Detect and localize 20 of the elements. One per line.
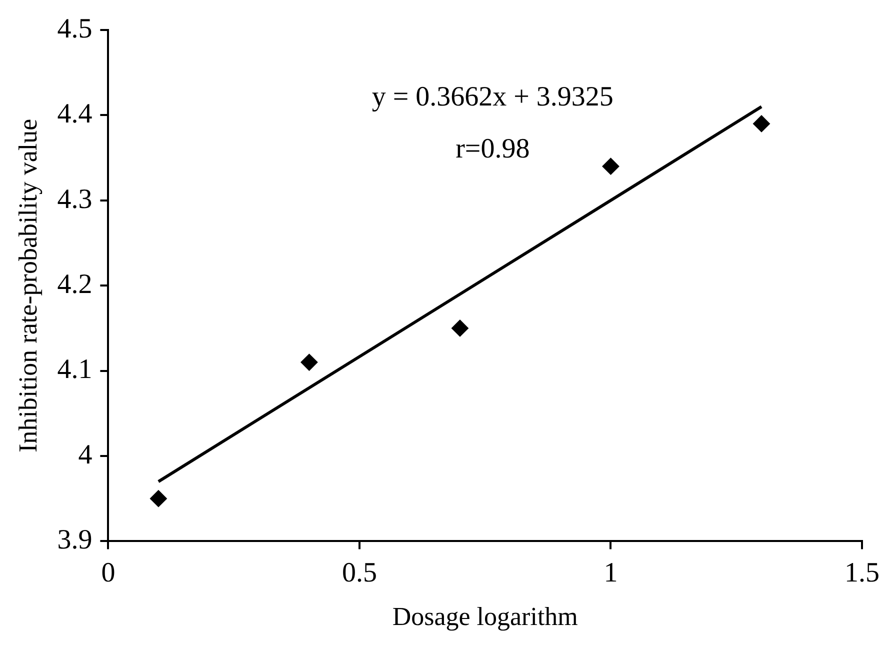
point <box>150 490 167 508</box>
annotation: y = 0.3662x + 3.9325 <box>372 81 614 112</box>
y-axis-title: Inhibition rate-probability value <box>13 118 42 452</box>
point <box>602 158 620 175</box>
y-tick-label: 4.1 <box>57 354 92 386</box>
point <box>752 115 770 132</box>
y-tick-label: 4.4 <box>57 98 92 130</box>
x-tick-label: 0.5 <box>342 557 377 588</box>
x-tick-label: 1.5 <box>844 557 880 588</box>
annotation: r=0.98 <box>456 133 530 164</box>
point <box>300 354 318 371</box>
y-tick-label: 3.9 <box>57 524 92 556</box>
x-tick-label: 0 <box>101 557 116 588</box>
y-tick-label: 4.2 <box>57 268 92 300</box>
x-tick-label: 1 <box>604 557 618 588</box>
point <box>451 320 468 337</box>
y-tick-label: 4 <box>78 439 92 470</box>
x-axis-title: Dosage logarithm <box>392 602 578 632</box>
y-tick-label: 4.5 <box>57 13 92 44</box>
y-tick-label: 4.3 <box>57 184 92 215</box>
